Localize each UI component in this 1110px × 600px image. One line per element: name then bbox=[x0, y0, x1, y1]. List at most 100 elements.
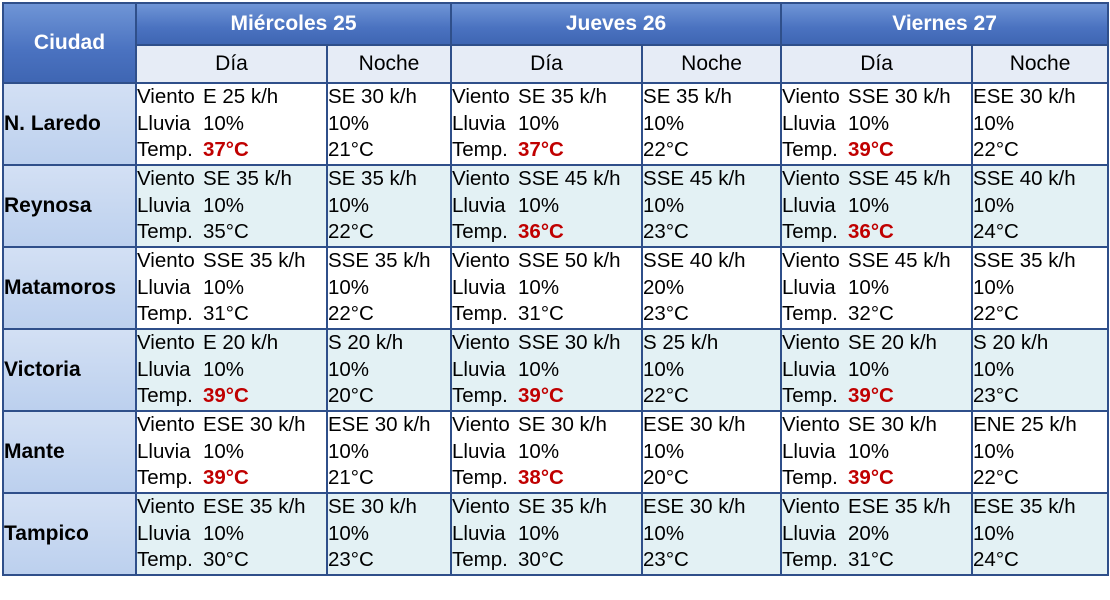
rain-label: Lluvia bbox=[452, 275, 506, 299]
night-forecast-cell: ESE 30 k/h 10% 23°C bbox=[641, 492, 783, 576]
rain-value: 10% bbox=[203, 193, 245, 217]
rain-line: Lluvia 10% bbox=[782, 275, 971, 302]
wind-value: ESE 30 k/h bbox=[203, 413, 306, 437]
temp-label: Temp. bbox=[452, 466, 508, 490]
day-forecast-cell: Viento SSE 35 k/h Lluvia 10% Temp. 31°C bbox=[135, 246, 328, 330]
rain-value: 10% bbox=[643, 193, 685, 217]
temp-value: 22°C bbox=[973, 138, 1019, 162]
temp-value: 39°C bbox=[848, 138, 894, 162]
temp-value: 39°C bbox=[203, 466, 249, 490]
temp-value: 35°C bbox=[203, 220, 249, 244]
rain-label: Lluvia bbox=[452, 193, 506, 217]
wind-line: Viento SE 30 k/h bbox=[452, 412, 641, 439]
temp-value: 23°C bbox=[643, 302, 689, 326]
rain-label: Lluvia bbox=[137, 111, 191, 135]
temp-value: 24°C bbox=[973, 548, 1019, 572]
temp-value: 20°C bbox=[643, 466, 689, 490]
rain-value: 10% bbox=[848, 111, 890, 135]
wind-label: Viento bbox=[452, 249, 510, 273]
rain-value: 10% bbox=[328, 439, 370, 463]
temp-line: 22°C bbox=[643, 383, 780, 410]
temp-value: 31°C bbox=[203, 302, 249, 326]
rain-line: 10% bbox=[643, 439, 780, 466]
wind-line: ESE 30 k/h bbox=[643, 494, 780, 521]
wind-label: Viento bbox=[782, 413, 840, 437]
rain-value: 10% bbox=[643, 357, 685, 381]
temp-value: 23°C bbox=[643, 220, 689, 244]
day-forecast-cell: Viento SE 35 k/h Lluvia 10% Temp. 35°C bbox=[135, 164, 328, 248]
wind-line: Viento SE 20 k/h bbox=[782, 330, 971, 357]
day-forecast-cell: Viento E 20 k/h Lluvia 10% Temp. 39°C bbox=[135, 328, 328, 412]
temp-line: Temp. 39°C bbox=[452, 383, 641, 410]
day-forecast-cell: Viento SE 35 k/h Lluvia 10% Temp. 30°C bbox=[450, 492, 644, 576]
rain-value: 10% bbox=[973, 439, 1015, 463]
rain-value: 10% bbox=[848, 275, 890, 299]
temp-label: Temp. bbox=[137, 384, 193, 408]
temp-value: 31°C bbox=[848, 548, 894, 572]
wind-line: Viento ESE 30 k/h bbox=[137, 412, 326, 439]
night-forecast-cell: SSE 40 k/h 10% 24°C bbox=[971, 164, 1110, 248]
wind-line: Viento E 20 k/h bbox=[137, 330, 326, 357]
rain-value: 10% bbox=[328, 111, 370, 135]
wind-line: SE 30 k/h bbox=[328, 494, 450, 521]
day-header: Jueves 26 bbox=[450, 2, 783, 46]
temp-line: 23°C bbox=[643, 219, 780, 246]
night-forecast-cell: SSE 45 k/h 10% 23°C bbox=[641, 164, 783, 248]
temp-label: Temp. bbox=[452, 138, 508, 162]
temp-line: Temp. 30°C bbox=[452, 547, 641, 574]
wind-label: Viento bbox=[452, 413, 510, 437]
day-forecast-cell: Viento SE 30 k/h Lluvia 10% Temp. 38°C bbox=[450, 410, 644, 494]
rain-label: Lluvia bbox=[782, 275, 836, 299]
rain-line: 10% bbox=[328, 111, 450, 138]
wind-line: S 20 k/h bbox=[973, 330, 1107, 357]
rain-label: Lluvia bbox=[782, 193, 836, 217]
temp-value: 22°C bbox=[643, 384, 689, 408]
temp-value: 37°C bbox=[203, 138, 249, 162]
wind-value: SE 35 k/h bbox=[518, 85, 607, 109]
rain-label: Lluvia bbox=[452, 357, 506, 381]
wind-label: Viento bbox=[782, 167, 840, 191]
temp-line: 24°C bbox=[973, 547, 1107, 574]
temp-line: Temp. 32°C bbox=[782, 301, 971, 328]
rain-value: 10% bbox=[848, 357, 890, 381]
city-name: Mante bbox=[2, 410, 137, 494]
wind-value: ESE 35 k/h bbox=[848, 495, 951, 519]
rain-line: Lluvia 10% bbox=[137, 357, 326, 384]
wind-line: Viento SE 30 k/h bbox=[782, 412, 971, 439]
temp-label: Temp. bbox=[137, 548, 193, 572]
wind-line: ESE 35 k/h bbox=[973, 494, 1107, 521]
wind-value: S 20 k/h bbox=[328, 331, 404, 355]
wind-label: Viento bbox=[452, 85, 510, 109]
rain-line: Lluvia 10% bbox=[452, 193, 641, 220]
rain-line: Lluvia 10% bbox=[782, 357, 971, 384]
rain-line: 10% bbox=[973, 439, 1107, 466]
wind-label: Viento bbox=[782, 85, 840, 109]
temp-label: Temp. bbox=[452, 548, 508, 572]
day-forecast-cell: Viento E 25 k/h Lluvia 10% Temp. 37°C bbox=[135, 82, 328, 166]
wind-value: SE 35 k/h bbox=[643, 85, 732, 109]
temp-value: 22°C bbox=[973, 466, 1019, 490]
temp-label: Temp. bbox=[137, 466, 193, 490]
temp-value: 22°C bbox=[328, 220, 374, 244]
day-forecast-cell: Viento SSE 45 k/h Lluvia 10% Temp. 36°C bbox=[780, 164, 974, 248]
rain-line: Lluvia 10% bbox=[137, 275, 326, 302]
night-forecast-cell: ESE 30 k/h 10% 22°C bbox=[971, 82, 1110, 166]
temp-line: 23°C bbox=[328, 547, 450, 574]
night-forecast-cell: S 20 k/h 10% 23°C bbox=[971, 328, 1110, 412]
city-name: Reynosa bbox=[2, 164, 137, 248]
wind-line: Viento SSE 30 k/h bbox=[452, 330, 641, 357]
temp-value: 24°C bbox=[973, 220, 1019, 244]
temp-value: 22°C bbox=[973, 302, 1019, 326]
wind-line: Viento SE 35 k/h bbox=[137, 166, 326, 193]
night-forecast-cell: S 20 k/h 10% 20°C bbox=[325, 328, 453, 412]
temp-label: Temp. bbox=[137, 302, 193, 326]
rain-label: Lluvia bbox=[782, 439, 836, 463]
wind-value: SE 35 k/h bbox=[328, 167, 417, 191]
temp-value: 39°C bbox=[848, 384, 894, 408]
wind-value: SSE 30 k/h bbox=[518, 331, 621, 355]
night-forecast-cell: ESE 30 k/h 10% 21°C bbox=[325, 410, 453, 494]
temp-line: Temp. 37°C bbox=[452, 137, 641, 164]
day-forecast-cell: Viento ESE 35 k/h Lluvia 10% Temp. 30°C bbox=[135, 492, 328, 576]
wind-value: SE 35 k/h bbox=[203, 167, 292, 191]
wind-line: SE 35 k/h bbox=[328, 166, 450, 193]
